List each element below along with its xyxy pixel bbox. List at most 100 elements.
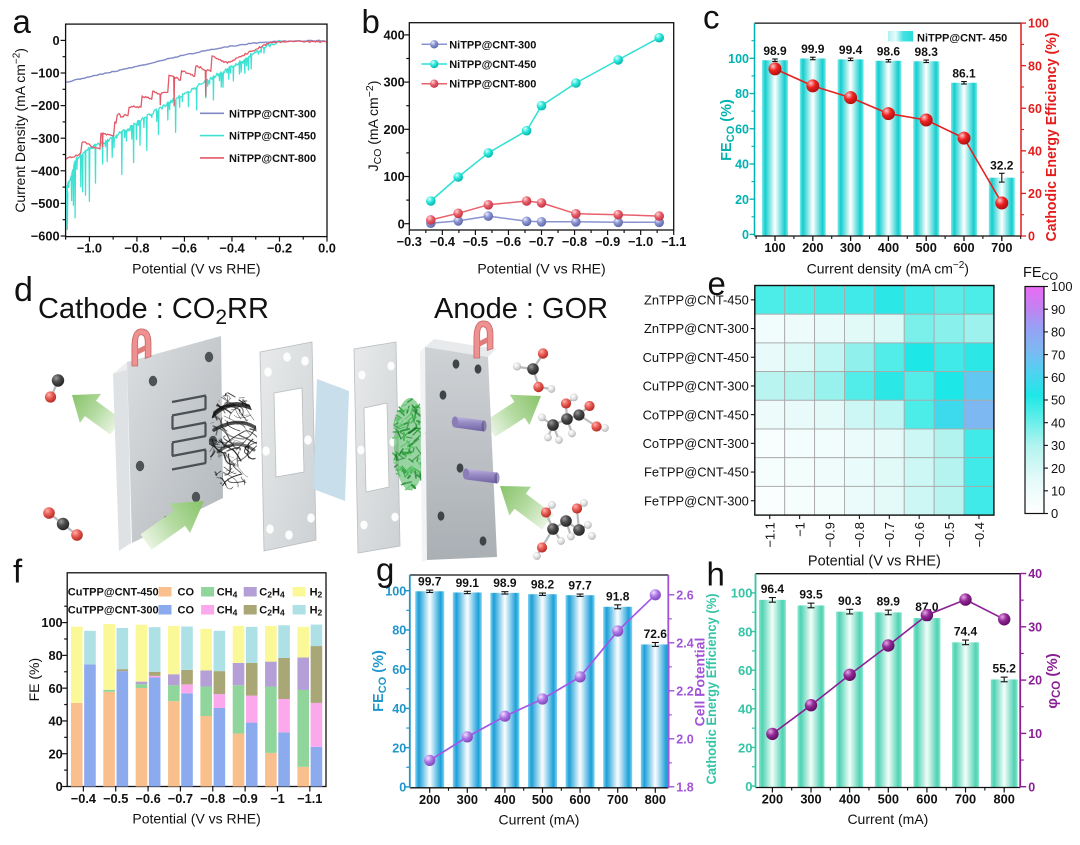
svg-text:−1.1: −1.1: [661, 234, 686, 249]
svg-text:700: 700: [955, 792, 976, 807]
svg-text:NiTPP@CNT-450: NiTPP@CNT-450: [229, 131, 316, 143]
svg-text:2.2: 2.2: [676, 684, 693, 698]
svg-text:FeTPP@CNT-300: FeTPP@CNT-300: [644, 493, 749, 508]
svg-text:0: 0: [1028, 780, 1035, 794]
svg-text:91.8: 91.8: [606, 589, 630, 603]
svg-text:Potential (V vs RHE): Potential (V vs RHE): [808, 554, 941, 570]
svg-text:55.2: 55.2: [993, 662, 1017, 676]
svg-text:−600: −600: [31, 229, 60, 244]
svg-text:100: 100: [731, 586, 753, 601]
svg-text:20: 20: [1028, 674, 1042, 688]
svg-text:20: 20: [738, 740, 752, 755]
svg-text:300: 300: [840, 240, 861, 255]
svg-text:Potential (V vs RHE): Potential (V vs RHE): [132, 811, 260, 827]
svg-text:−0.8: −0.8: [562, 234, 587, 249]
svg-text:−0.4: −0.4: [71, 791, 97, 806]
svg-text:CoTPP@CNT-450: CoTPP@CNT-450: [643, 407, 749, 422]
svg-text:20: 20: [1028, 187, 1042, 201]
svg-text:200: 200: [802, 240, 823, 255]
svg-text:0: 0: [1051, 506, 1058, 521]
svg-text:NiTPP@CNT-800: NiTPP@CNT-800: [449, 79, 536, 91]
svg-text:−400: −400: [31, 163, 60, 178]
svg-text:CuTPP@CNT-450: CuTPP@CNT-450: [643, 350, 749, 365]
svg-text:98.2: 98.2: [531, 578, 555, 592]
svg-text:87.0: 87.0: [915, 600, 939, 614]
svg-text:60: 60: [735, 122, 749, 136]
svg-text:−0.2: −0.2: [267, 241, 292, 256]
svg-text:0: 0: [745, 779, 752, 794]
svg-text:0: 0: [56, 779, 63, 794]
svg-text:h: h: [707, 556, 725, 593]
svg-text:−0.7: −0.7: [168, 791, 193, 806]
svg-text:−100: −100: [31, 66, 60, 81]
svg-text:−1: −1: [792, 522, 807, 537]
svg-text:40: 40: [738, 702, 752, 717]
svg-text:98.9: 98.9: [493, 576, 517, 590]
svg-text:Current (mA): Current (mA): [847, 811, 928, 827]
svg-text:d: d: [14, 271, 33, 309]
svg-text:60: 60: [738, 663, 752, 678]
svg-text:600: 600: [916, 792, 937, 807]
svg-text:40: 40: [1028, 567, 1042, 581]
svg-text:−0.3: −0.3: [397, 234, 422, 249]
svg-text:−300: −300: [31, 131, 60, 146]
svg-text:99.7: 99.7: [418, 575, 442, 589]
svg-text:FE (%): FE (%): [26, 658, 42, 702]
svg-text:0: 0: [52, 33, 59, 48]
svg-text:300: 300: [383, 75, 404, 90]
svg-text:300: 300: [800, 792, 821, 807]
svg-text:Cathodic Energy Efficiency (%): Cathodic Energy Efficiency (%): [1043, 33, 1060, 242]
svg-text:c: c: [703, 0, 720, 35]
svg-text:Current (mA): Current (mA): [499, 811, 580, 827]
svg-text:CH4: CH4: [217, 605, 238, 618]
svg-text:NiTPP@CNT-450: NiTPP@CNT-450: [449, 59, 536, 71]
svg-text:99.4: 99.4: [839, 43, 863, 57]
svg-text:Cell Potential: Cell Potential: [692, 638, 708, 727]
svg-text:−200: −200: [31, 98, 60, 113]
svg-text:400: 400: [494, 792, 515, 807]
svg-text:2.6: 2.6: [676, 588, 693, 602]
svg-text:CH4: CH4: [217, 587, 238, 600]
svg-text:400: 400: [878, 240, 899, 255]
svg-text:800: 800: [994, 792, 1015, 807]
svg-text:93.5: 93.5: [799, 588, 823, 602]
svg-text:e: e: [708, 265, 726, 302]
svg-text:−0.5: −0.5: [942, 522, 957, 547]
svg-text:80: 80: [1051, 325, 1065, 340]
svg-text:CO: CO: [178, 605, 195, 617]
svg-text:−0.8: −0.8: [852, 522, 867, 547]
svg-text:JCO (mA cm−2): JCO (mA cm−2): [364, 81, 384, 172]
svg-text:400: 400: [383, 28, 404, 43]
svg-text:500: 500: [532, 792, 553, 807]
svg-text:500: 500: [878, 792, 899, 807]
svg-text:−0.6: −0.6: [172, 241, 197, 256]
svg-text:FECO (%): FECO (%): [719, 99, 737, 161]
svg-text:Potential (V vs RHE): Potential (V vs RHE): [477, 261, 605, 277]
svg-text:30: 30: [1028, 620, 1042, 634]
svg-text:H2: H2: [310, 587, 323, 600]
svg-text:−0.5: −0.5: [103, 791, 128, 806]
svg-text:−0.6: −0.6: [135, 791, 160, 806]
svg-text:−0.7: −0.7: [882, 522, 897, 547]
svg-text:86.1: 86.1: [952, 67, 976, 81]
svg-text:100: 100: [1051, 279, 1073, 294]
svg-text:2.4: 2.4: [676, 636, 693, 650]
svg-text:0: 0: [398, 216, 405, 231]
svg-text:10: 10: [1028, 727, 1042, 741]
svg-text:30: 30: [1051, 438, 1065, 453]
svg-text:f: f: [13, 553, 23, 590]
svg-text:Current Density (mA cm−2): Current Density (mA cm−2): [12, 48, 28, 213]
svg-text:99.1: 99.1: [456, 576, 480, 590]
svg-text:600: 600: [569, 792, 590, 807]
svg-text:Current density (mA cm−2): Current density (mA cm−2): [807, 260, 969, 276]
svg-text:600: 600: [953, 240, 974, 255]
svg-text:400: 400: [839, 792, 860, 807]
svg-text:20: 20: [392, 741, 406, 755]
svg-text:40: 40: [48, 714, 62, 729]
svg-text:98.6: 98.6: [877, 45, 901, 59]
svg-text:−1.0: −1.0: [77, 241, 102, 256]
svg-text:80: 80: [392, 624, 406, 638]
svg-text:ZnTPP@CNT-300: ZnTPP@CNT-300: [644, 321, 749, 336]
svg-text:90.3: 90.3: [838, 594, 862, 608]
svg-text:NiTPP@CNT- 450: NiTPP@CNT- 450: [917, 33, 1007, 45]
